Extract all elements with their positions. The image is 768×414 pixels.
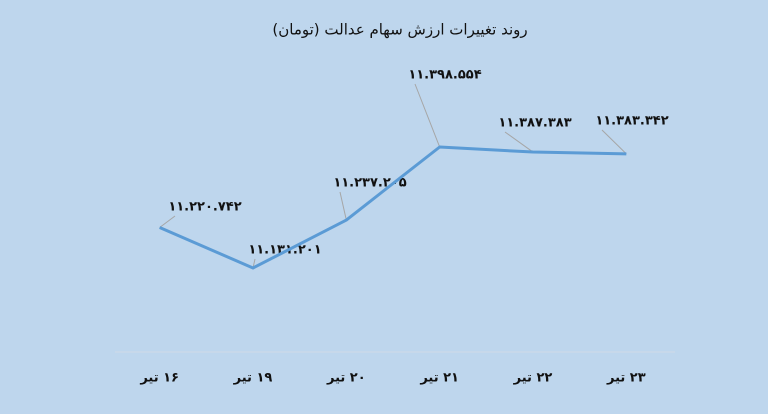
x-tick-label: ۱۹ تیر [233, 371, 273, 386]
leader-line [504, 131, 534, 153]
leader-line [601, 129, 627, 155]
leader-line [339, 191, 347, 221]
x-tick-label: ۲۱ تیر [419, 371, 459, 386]
data-label: ۱۱.۳۹۸.۵۵۴ [408, 68, 481, 83]
leader-line [159, 215, 176, 228]
x-tick-label: ۲۳ تیر [606, 371, 646, 386]
x-tick-label: ۲۰ تیر [326, 371, 366, 386]
data-label: ۱۱.۲۲۰.۷۴۲ [168, 200, 241, 215]
chart-title: روند تغییرات ارزش سهام عدالت (تومان) [272, 21, 527, 39]
line [159, 145, 627, 270]
x-tick-label: ۱۶ تیر [139, 371, 179, 386]
data-label: ۱۱.۳۸۷.۳۸۳ [498, 116, 571, 131]
leader-line [414, 83, 441, 148]
data-label: ۱۱.۳۸۳.۳۴۲ [595, 114, 668, 129]
x-tick-label: ۲۲ تیر [513, 371, 553, 386]
